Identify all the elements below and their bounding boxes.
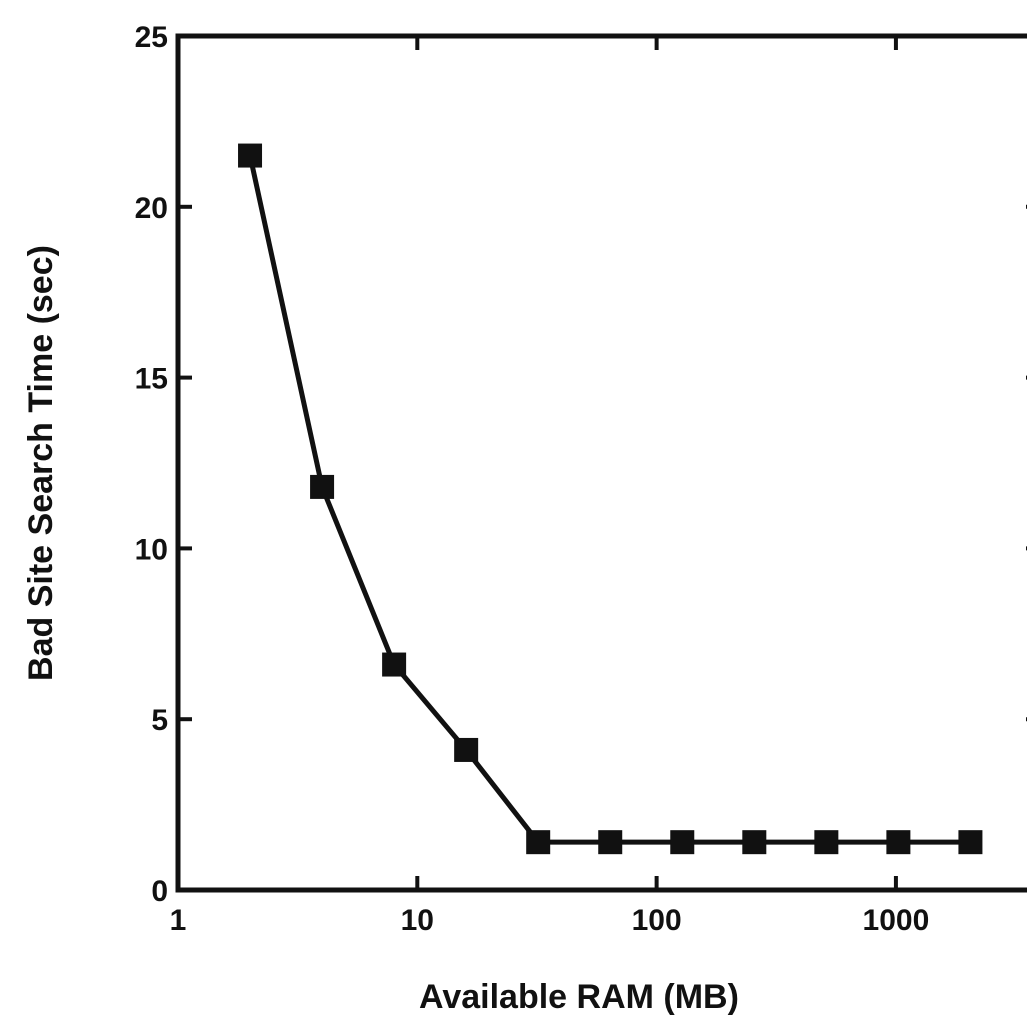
plot-border xyxy=(175,33,1027,893)
x-tick-label: 100 xyxy=(632,904,682,937)
tick-labels: 1 10 100 1000 0 5 10 15 20 25 xyxy=(135,21,930,937)
data-point xyxy=(886,830,911,855)
data-point xyxy=(526,830,551,855)
x-axis-title: Available RAM (MB) xyxy=(419,978,739,1016)
data-point xyxy=(382,652,407,677)
y-axis-title: Bad Site Search Time (sec) xyxy=(22,245,60,681)
x-tick-label: 1000 xyxy=(863,904,930,937)
data-point xyxy=(238,143,263,168)
data-point xyxy=(742,830,767,855)
plot-frame xyxy=(175,33,1027,893)
axis-ticks xyxy=(176,34,1027,892)
series-line xyxy=(247,155,971,845)
y-tick-label: 10 xyxy=(135,533,168,566)
y-tick-label: 5 xyxy=(151,704,168,737)
y-tick-label: 0 xyxy=(151,875,168,908)
data-point xyxy=(310,474,335,499)
data-point xyxy=(958,830,983,855)
series-layer xyxy=(238,143,983,855)
data-point xyxy=(814,830,839,855)
x-tick-label: 10 xyxy=(401,904,434,937)
y-tick-label: 20 xyxy=(135,192,168,225)
y-tick-label: 25 xyxy=(135,21,168,54)
data-point xyxy=(670,830,695,855)
y-tick-label: 15 xyxy=(135,363,168,396)
data-point xyxy=(598,830,623,855)
data-point xyxy=(454,737,479,762)
x-tick-label: 1 xyxy=(170,904,187,937)
